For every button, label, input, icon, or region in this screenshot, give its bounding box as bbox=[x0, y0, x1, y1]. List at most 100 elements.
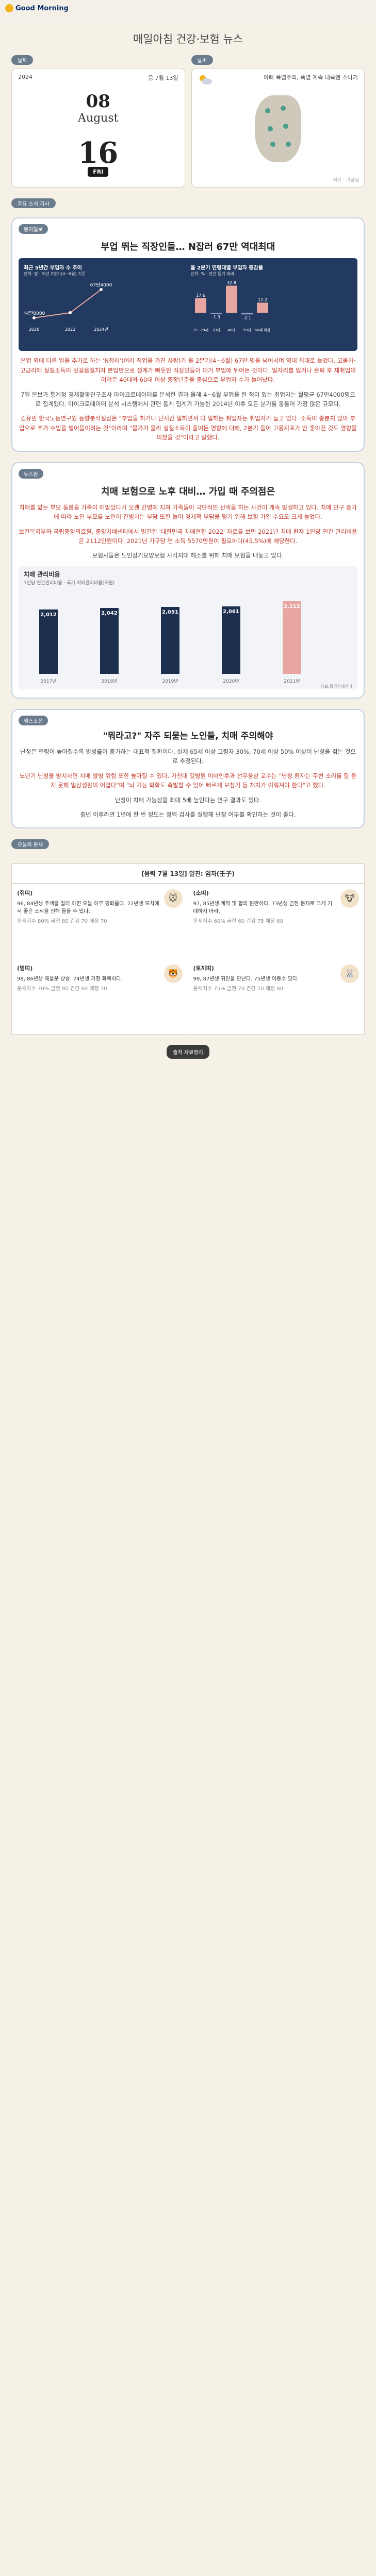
weather-pin bbox=[265, 108, 270, 113]
fortune-name: (소띠) bbox=[193, 890, 209, 897]
fortune-score: 운세지수 60% 금전 60 건강 75 애정 60 bbox=[193, 918, 284, 924]
chart-title: 치매 관리비용 bbox=[24, 570, 60, 578]
data-point bbox=[100, 288, 103, 292]
korea-map bbox=[239, 90, 317, 167]
bar bbox=[256, 302, 268, 313]
map-landmass bbox=[254, 95, 301, 162]
tick-label: 15~29세 bbox=[192, 328, 208, 332]
news-text-highlight: 김유빈 한국노동연구원 동향분석실장은 "부업을 하거나 단시간 일하면서 다 … bbox=[19, 415, 357, 442]
date-pill: 날짜 bbox=[11, 55, 34, 65]
legend-item: 국가 치매관리비용(조원) bbox=[67, 580, 115, 586]
news-paragraph: 난청은 연령이 높아질수록 발병률이 증가하는 대표적 질환이다. 실제 65세… bbox=[20, 748, 356, 765]
news-card-3: 헬스조선 "뭐라고?" 자주 되묻는 노인들, 치매 주의해야 난청은 연령이 … bbox=[11, 708, 365, 829]
news-paragraph: 중년 이후라면 1년에 한 번 정도는 청력 검사를 실행해 난청 여부를 확인… bbox=[80, 810, 296, 818]
data-point bbox=[32, 316, 36, 320]
bar-year: 2017년 bbox=[40, 679, 57, 684]
bar bbox=[241, 313, 253, 315]
sun-icon bbox=[5, 4, 13, 12]
weather-pin bbox=[285, 142, 291, 147]
zodiac-icon: 🐮 bbox=[340, 889, 359, 908]
bar-year: 2019년 bbox=[162, 679, 178, 684]
news-section-pill: 주요 소식 기사 bbox=[11, 198, 56, 208]
month-number: 08 bbox=[86, 91, 110, 112]
news-paragraph: 난청이 치매 가능성을 최대 5배 높인다는 연구 결과도 있다. bbox=[115, 796, 261, 804]
fortune-name: (토끼띠) bbox=[193, 965, 214, 972]
tick-label: 2020 bbox=[29, 327, 39, 332]
fortune-name: (범띠) bbox=[17, 965, 33, 972]
data-label: 44만8000 bbox=[24, 311, 45, 316]
tick-label: 30대 bbox=[212, 328, 220, 332]
news-headline[interactable]: "뭐라고?" 자주 되묻는 노인들, 치매 주의해야 bbox=[103, 731, 273, 741]
brand-logo[interactable]: Good Morning bbox=[5, 4, 69, 12]
line-chart: 2020 44만8000 2022 2024년 67만4000 bbox=[23, 282, 112, 332]
news-card-1: 동아일보 부업 뛰는 직장인들… N잡러 67만 역대최대 최근 5년간 부업자… bbox=[11, 217, 365, 452]
fortune-text: 99, 87년생 귀인을 만난다. 75년생 이동수 있다. bbox=[193, 976, 299, 982]
news-paragraph: 보험사들은 노인장기요양보험 사각지대 해소를 위해 치매 보험을 내놓고 있다… bbox=[92, 552, 284, 560]
logo-text: Good Morning bbox=[15, 4, 69, 12]
weather-pin bbox=[270, 142, 275, 147]
fortune-text: 98, 86년생 재물운 상승. 74년생 가정 화목하다. bbox=[17, 976, 123, 982]
chart-right: 올 2분기 연령대별 부업자 증감률 단위: % · 전년 동기 대비 17.6… bbox=[191, 263, 353, 346]
header: Good Morning bbox=[0, 0, 376, 21]
news-paragraph: 김유빈 한국노동연구원 동향분석실장은 "부업을 하거나 단시간 일하면서 다 … bbox=[19, 414, 357, 442]
lunar-date: 음 7월 13일 bbox=[148, 75, 178, 81]
fortune-section: [음력 7월 13일] 일진: 임자(壬子) 🐭 (쥐띠) 96, 84년생 주색을… bbox=[11, 863, 365, 1035]
news-paragraph: 노년기 난청을 방치하면 치매 발병 위험 또한 높아질 수 있다. 가천대 길… bbox=[19, 771, 357, 790]
news-headline[interactable]: 치매 보험으로 노후 대비… 가입 때 주의점은 bbox=[101, 486, 275, 497]
bar-year: 2021년 bbox=[284, 679, 300, 684]
data-label: 67만4000 bbox=[90, 282, 112, 288]
bar bbox=[161, 606, 179, 674]
bar bbox=[39, 609, 58, 674]
fortune-name: (쥐띠) bbox=[17, 890, 33, 897]
news-source-pill: 뉴스원 bbox=[19, 468, 43, 479]
fortune-score: 운세지수 70% 금전 80 건강 60 애정 70 bbox=[17, 986, 107, 992]
data-label: 32.8 bbox=[227, 281, 236, 285]
footer-badge: 출처 자료정리 bbox=[167, 1045, 209, 1059]
fortune-section-pill: 오늘의 운세 bbox=[11, 839, 50, 850]
fortune-item: 🐭 (쥐띠) 96, 84년생 주색을 멀리 하면 오늘 하루 평화롭다. 72년생… bbox=[12, 884, 188, 959]
zodiac-icon: 🐯 bbox=[164, 964, 183, 984]
chart-source: 자료:중앙치매센터 bbox=[320, 684, 352, 689]
news-paragraph: 보건복지부와 국립중앙의료원, 중앙치매센터에서 발간한 '대한민국 치매현황 … bbox=[19, 527, 357, 546]
date-weather-row: 날짜 2024 음 7월 13일 08 August 16 FRI 날씨 아빠 … bbox=[0, 55, 376, 188]
data-label: 12.2 bbox=[258, 298, 267, 302]
bar bbox=[222, 606, 240, 674]
fortune-item: 🐰 (토끼띠) 99, 87년생 귀인을 만난다. 75년생 이동수 있다. 운세지수… bbox=[188, 959, 364, 1034]
chart-left-sub: 단위: 명 · 매년 2분기(4~6월) 기준 bbox=[24, 272, 86, 277]
side-job-chart: 최근 5년간 부업자 수 추이 단위: 명 · 매년 2분기(4~6월) 기준 … bbox=[19, 258, 357, 351]
news-text-highlight: 치매를 앓는 부모 돌봄을 가족이 떠맡았다가 오랜 간병에 지쳐 가족들이 극… bbox=[19, 503, 357, 521]
weather-summary: 아빠 폭염주의, 폭염 계속 내륙엔 소나기 bbox=[264, 74, 358, 81]
weekday-badge: FRI bbox=[88, 167, 109, 177]
fortune-score: 운세지수 75% 금전 70 건강 70 애정 80 bbox=[193, 986, 284, 992]
tick-label: 60세 이상 bbox=[254, 328, 270, 332]
fortune-item: 🐯 (범띠) 98, 86년생 재물운 상승. 74년생 가정 화목하다. 운세지수 … bbox=[12, 959, 188, 1035]
fortune-score: 운세지수 80% 금전 80 건강 70 애정 70 bbox=[17, 918, 107, 924]
bar bbox=[225, 285, 237, 313]
bar bbox=[210, 313, 222, 314]
dementia-cost-chart: 치매 관리비용 1인당 연간관리비용 · 국가 치매관리비용(조원) 2,012… bbox=[19, 565, 357, 689]
year-text: 2024 bbox=[18, 74, 32, 80]
weather-pin bbox=[280, 106, 286, 111]
tick-label: 2024년 bbox=[94, 327, 108, 332]
bar-value: 2,012 bbox=[40, 612, 57, 618]
news-text-highlight: 노년기 난청을 방치하면 치매 발병 위험 또한 높아질 수 있다. 가천대 길… bbox=[19, 772, 357, 789]
weather-source: 자료 : 기상청 bbox=[333, 178, 359, 183]
news-headline[interactable]: 부업 뛰는 직장인들… N잡러 67만 역대최대 bbox=[101, 242, 275, 252]
data-label: -2.1 bbox=[243, 316, 251, 320]
page-title: 매일아침 건강·보험 뉴스 bbox=[133, 33, 243, 45]
chart-left-title: 최근 5년간 부업자 수 추이 bbox=[24, 265, 82, 272]
news-source-pill: 동아일보 bbox=[19, 224, 48, 234]
tick-label: 50대 bbox=[243, 328, 251, 332]
legend-item: 1인당 연간관리비용 bbox=[24, 580, 62, 586]
chart-legend: 1인당 연간관리비용 · 국가 치매관리비용(조원) bbox=[24, 580, 115, 586]
fortune-text: 96, 84년생 주색을 멀리 하면 오늘 하루 평화롭다. 72년생 모처에서… bbox=[17, 901, 159, 914]
fortune-heading: [음력 7월 13일] 일진: 임자(壬子) bbox=[11, 863, 365, 884]
bar-value: 2,051 bbox=[162, 609, 178, 615]
bar-year: 2018년 bbox=[101, 679, 118, 684]
news-paragraph: 치매를 앓는 부모 돌봄을 가족이 떠맡았다가 오랜 간병에 지쳐 가족들이 극… bbox=[19, 503, 357, 522]
zodiac-icon: 🐰 bbox=[340, 964, 359, 984]
news-paragraph: 7일 본보가 통계청 경제활동인구조사 마이크로데이터를 분석한 결과 올해 4… bbox=[21, 391, 355, 408]
weather-column: 날씨 아빠 폭염주의, 폭염 계속 내륙엔 소나기 자료 : 기상청 bbox=[191, 55, 365, 188]
news-text-highlight: 보건복지부와 국립중앙의료원, 중앙치매센터에서 발간한 '대한민국 치매현황 … bbox=[19, 528, 357, 545]
weather-pin bbox=[267, 126, 273, 131]
